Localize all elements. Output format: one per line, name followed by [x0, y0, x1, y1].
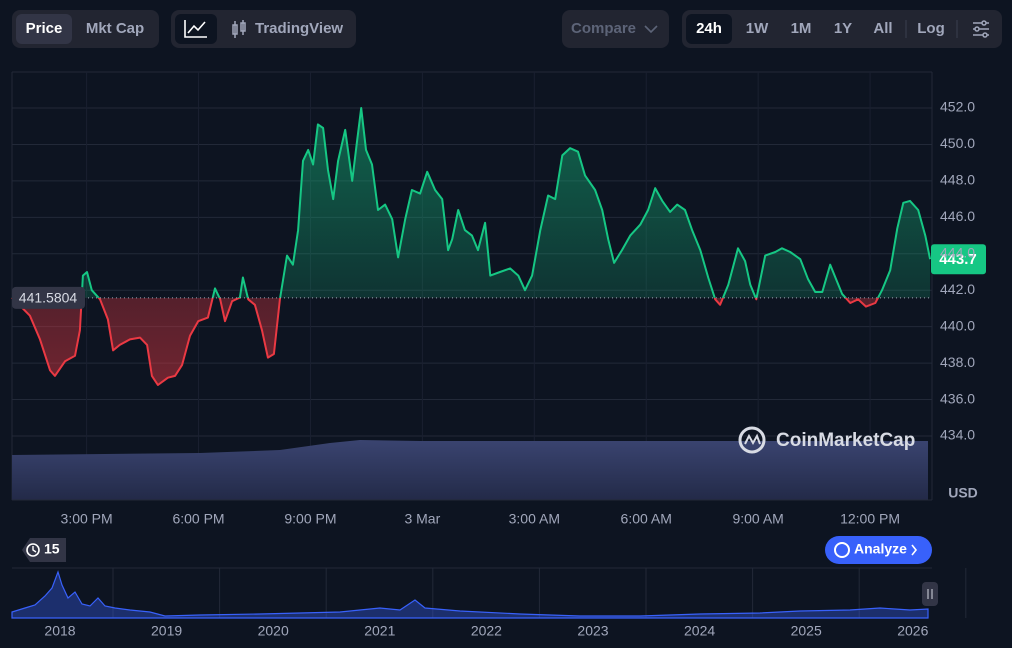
tab-active[interactable] — [16, 14, 72, 44]
line-icon — [184, 20, 207, 38]
x-tick-label: 9:00 AM — [732, 511, 783, 527]
compare-button[interactable] — [562, 10, 669, 48]
overview-year: 2020 — [258, 623, 289, 639]
y-tick-label: 450.0 — [940, 135, 975, 151]
reference-label: 441.5804 — [19, 290, 78, 306]
dropdown-arrow — [644, 25, 658, 34]
area-up — [12, 108, 931, 298]
range-button[interactable]: 1W — [746, 20, 769, 37]
tab[interactable]: Price — [26, 20, 63, 37]
x-tick-label: 3 Mar — [404, 511, 440, 527]
overview-year: 2023 — [577, 623, 608, 639]
current-price-badge — [931, 244, 986, 275]
analyze-button[interactable] — [825, 536, 932, 564]
settings-icon[interactable] — [973, 20, 989, 38]
range-button[interactable]: 1M — [791, 20, 812, 37]
volume-area — [12, 440, 928, 500]
overview-year: 2024 — [684, 623, 715, 639]
tradingview-button[interactable]: TradingView — [255, 20, 343, 37]
overview-handle[interactable] — [922, 582, 938, 606]
analyze-label[interactable]: Analyze — [854, 541, 907, 557]
analyze-arrow — [911, 544, 918, 556]
y-tick-label: 444.0 — [940, 244, 975, 260]
overview-year: 2021 — [364, 623, 395, 639]
log-button[interactable]: Log — [917, 20, 945, 37]
x-tick-label: 6:00 AM — [621, 511, 672, 527]
history-count[interactable]: 15 — [44, 541, 60, 557]
x-tick-label: 12:00 PM — [840, 511, 900, 527]
area-down — [12, 297, 878, 385]
range-active[interactable] — [686, 14, 732, 44]
y-tick-label: 442.0 — [940, 281, 975, 297]
candle-icon — [232, 20, 246, 38]
y-tick-label: 446.0 — [940, 208, 975, 224]
overview-year: 2018 — [44, 623, 75, 639]
range-button[interactable]: 1Y — [834, 20, 852, 37]
compare-label[interactable]: Compare — [571, 20, 636, 37]
history-icon-hand — [32, 546, 37, 553]
y-tick-label: 434.0 — [940, 427, 975, 443]
watermark-logo — [738, 426, 766, 454]
y-tick-label: 448.0 — [940, 172, 975, 188]
tab[interactable]: Mkt Cap — [86, 20, 144, 37]
price-line — [11, 107, 932, 298]
x-tick-label: 3:00 PM — [61, 511, 113, 527]
range-group — [682, 10, 1002, 48]
y-tick-label: 436.0 — [940, 390, 975, 406]
x-tick-label: 6:00 PM — [172, 511, 224, 527]
overview-year: 2026 — [897, 623, 928, 639]
overview-area — [11, 570, 929, 619]
current-price-label: 443.7 — [939, 251, 977, 268]
y-tick-label: 440.0 — [940, 317, 975, 333]
y-tick-label: 438.0 — [940, 354, 975, 370]
price-line — [11, 297, 880, 386]
overview-year: 2019 — [151, 623, 182, 639]
y-unit: USD — [948, 485, 978, 501]
watermark: CoinMarketCap — [776, 430, 915, 451]
x-tick-label: 3:00 AM — [509, 511, 560, 527]
history-icon — [26, 543, 40, 557]
reference-badge — [12, 286, 85, 309]
range-button[interactable]: All — [873, 20, 892, 37]
view-group — [171, 10, 356, 48]
overview-year: 2025 — [791, 623, 822, 639]
range-button[interactable]: 24h — [696, 20, 722, 37]
x-tick-label: 9:00 PM — [284, 511, 336, 527]
overview-year: 2022 — [471, 623, 502, 639]
analyze-icon — [834, 542, 850, 558]
y-tick-label: 452.0 — [940, 99, 975, 115]
